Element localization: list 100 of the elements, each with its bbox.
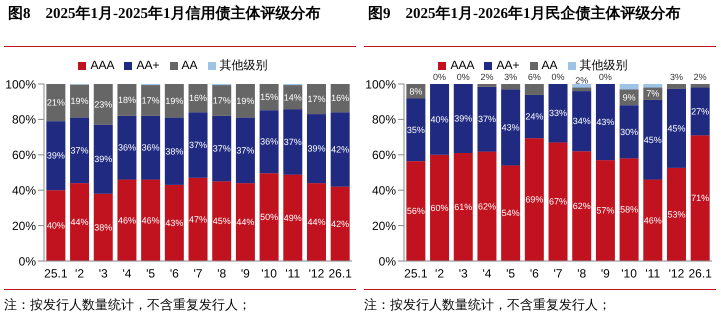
y-tick-label: 80% <box>12 112 36 127</box>
legend-label: AA <box>182 58 198 72</box>
data-label: 27% <box>691 106 710 116</box>
data-label: 37% <box>70 145 89 156</box>
legend-label: AAA <box>450 58 474 72</box>
x-tick-label: '10 <box>261 266 278 281</box>
data-label: 30% <box>620 126 638 137</box>
data-label: 44% <box>236 217 254 228</box>
y-tick-label: 40% <box>12 183 36 198</box>
data-label: 45% <box>212 216 231 226</box>
data-label: 39% <box>46 150 65 161</box>
chart-title: 图9 2025年1月-2026年1月民企债主体评级分布 <box>364 4 716 47</box>
data-label: 16% <box>189 93 208 104</box>
data-label: 19% <box>165 96 184 106</box>
x-tick-label: '9 <box>240 266 250 281</box>
data-label: 19% <box>236 96 254 106</box>
y-tick-label: 20% <box>12 218 36 233</box>
data-label: 18% <box>118 94 136 105</box>
data-label: 37% <box>212 144 231 154</box>
data-label: 54% <box>502 208 520 218</box>
data-label: 17% <box>142 95 160 106</box>
data-label: 37% <box>478 114 496 124</box>
data-label: 42% <box>331 144 350 154</box>
y-tick-label: 0% <box>378 254 396 268</box>
data-label: 9% <box>622 92 636 102</box>
x-tick-label: '3 <box>98 266 108 281</box>
data-label: 0% <box>433 72 446 82</box>
x-tick-label: '5 <box>146 266 156 281</box>
chart-title: 图8 2025年1月-2025年1月信用债主体评级分布 <box>4 4 356 47</box>
x-tick-label: '7 <box>554 266 563 281</box>
x-tick-label: '4 <box>482 266 492 281</box>
x-tick-label: '8 <box>217 266 226 281</box>
data-label: 8% <box>409 86 422 96</box>
x-tick-label: '6 <box>530 266 540 281</box>
data-label: 21% <box>46 98 65 108</box>
data-label: 58% <box>620 204 638 215</box>
data-label: 2% <box>480 72 494 82</box>
x-tick-label: '9 <box>600 266 610 281</box>
x-tick-label: 25.1 <box>44 266 68 281</box>
data-label: 40% <box>430 114 449 124</box>
x-tick-label: '8 <box>577 266 586 281</box>
data-label: 53% <box>667 209 686 220</box>
x-tick-label: '10 <box>621 266 638 281</box>
x-tick-label: '7 <box>194 266 203 281</box>
x-tick-label: '2 <box>75 266 84 281</box>
data-label: 62% <box>572 201 591 212</box>
y-tick-label: 80% <box>372 112 396 127</box>
y-tick-label: 60% <box>12 148 36 162</box>
data-label: 23% <box>94 99 112 110</box>
data-label: 7% <box>646 88 660 99</box>
data-label: 36% <box>118 142 136 153</box>
legend-label: 其他级别 <box>220 58 268 72</box>
x-tick-label: '12 <box>668 266 685 281</box>
data-label: 43% <box>502 122 520 132</box>
data-label: 46% <box>644 215 662 226</box>
data-label: 57% <box>596 206 614 216</box>
x-tick-label: 25.1 <box>404 266 428 281</box>
data-label: 36% <box>260 136 278 147</box>
data-label: 40% <box>46 220 65 231</box>
x-tick-label: '2 <box>435 266 444 281</box>
data-label: 60% <box>430 202 449 213</box>
data-label: 39% <box>94 154 112 164</box>
data-label: 50% <box>260 212 278 222</box>
x-tick-label: '11 <box>645 266 660 281</box>
data-label: 3% <box>670 72 683 82</box>
data-label: 17% <box>307 94 326 104</box>
text: 注：按发行人数量统计，不含重复发行人； <box>364 296 612 314</box>
x-tick-label: '5 <box>506 266 516 281</box>
data-label: 34% <box>572 116 591 126</box>
data-label: 35% <box>406 124 425 135</box>
data-label: 61% <box>454 202 472 212</box>
data-label: 17% <box>212 95 231 106</box>
x-tick-label: '4 <box>122 266 132 281</box>
y-tick-label: 60% <box>372 148 396 162</box>
data-label: 44% <box>307 217 326 228</box>
data-label: 39% <box>454 114 472 124</box>
data-label: 3% <box>504 72 518 82</box>
data-label: 49% <box>284 212 302 223</box>
data-label: 46% <box>142 215 160 226</box>
data-label: 0% <box>552 72 565 82</box>
text: 注：按发行人数量统计，不含重复发行人； <box>4 296 252 314</box>
y-tick-label: 0% <box>18 254 36 268</box>
data-label: 37% <box>284 137 302 148</box>
data-label: 0% <box>456 72 470 82</box>
data-label: 14% <box>284 92 302 102</box>
data-label: 45% <box>644 134 662 145</box>
data-label: 69% <box>525 194 544 205</box>
y-tick-label: 40% <box>372 183 396 198</box>
data-label: 38% <box>165 146 184 156</box>
data-label: 42% <box>331 218 350 229</box>
data-label: 0% <box>598 72 612 82</box>
data-label: 37% <box>236 145 254 156</box>
legend-label: 其他级别 <box>580 58 628 72</box>
legend-label: AA+ <box>136 58 160 72</box>
data-label: 71% <box>691 193 710 204</box>
data-label: 62% <box>478 201 496 212</box>
x-tick-label: '12 <box>308 266 325 281</box>
x-tick-label: '3 <box>458 266 468 281</box>
legend-label: AAA <box>90 58 114 72</box>
data-label: 36% <box>142 142 160 153</box>
